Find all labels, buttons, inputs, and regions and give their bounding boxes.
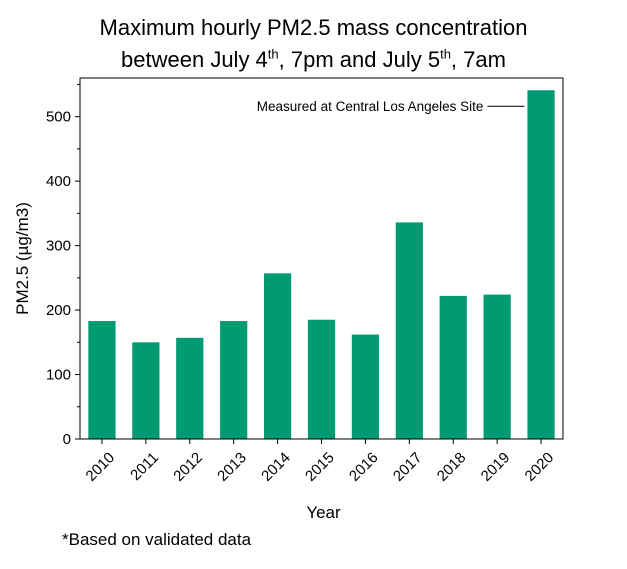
bar-2012 <box>176 337 204 439</box>
bar-2015 <box>307 319 336 439</box>
y-tick-label-300: 300 <box>46 238 71 255</box>
x-tick-label-2020: 2020 <box>522 449 558 485</box>
x-tick-label-2018: 2018 <box>434 449 470 485</box>
chart-title-line-1: Maximum hourly PM2.5 mass concentration <box>0 13 627 43</box>
bar-2011 <box>132 342 160 439</box>
bar-2020 <box>527 90 555 439</box>
chart-title-line-2: between July 4th, 7pm and July 5th, 7am <box>0 45 627 75</box>
bar-2014 <box>263 273 292 439</box>
x-tick-label-2016: 2016 <box>346 449 382 485</box>
bar-2018 <box>439 295 467 439</box>
x-tick-label-2012: 2012 <box>170 449 206 485</box>
chart-title-text-1: Maximum hourly PM2.5 mass concentration <box>99 15 528 40</box>
bar-2010 <box>88 321 116 439</box>
chart-title-text-2c: , 7am <box>450 47 506 72</box>
annotation-text: Measured at Central Los Angeles Site <box>257 99 484 114</box>
chart-title-sup-1: th <box>267 46 279 62</box>
y-tick-label-400: 400 <box>46 173 71 190</box>
chart-title-text-2b: , 7pm and July 5 <box>278 47 441 72</box>
y-axis-title: PM2.5 (µg/m3) <box>13 202 32 315</box>
x-tick-label-2014: 2014 <box>258 449 294 485</box>
bar-2016 <box>351 334 380 439</box>
y-tick-label-500: 500 <box>46 109 71 126</box>
x-tick-label-2019: 2019 <box>478 449 514 485</box>
y-axis-ticks: 0 100 200 300 400 500 <box>46 83 80 448</box>
x-tick-label-2017: 2017 <box>390 449 426 485</box>
bar-2019 <box>483 294 511 439</box>
x-tick-label-2013: 2013 <box>214 449 250 485</box>
y-tick-label-200: 200 <box>46 302 71 319</box>
x-tick-label-2015: 2015 <box>302 449 338 485</box>
bar-2013 <box>220 321 248 439</box>
y-tick-label-100: 100 <box>46 367 71 384</box>
x-tick-label-2011: 2011 <box>127 449 162 484</box>
footnote: *Based on validated data <box>62 530 252 549</box>
bars <box>88 90 555 439</box>
x-axis-ticks: 2010 2011 2012 2013 2014 2015 2016 2017 2018 2019… <box>83 439 558 485</box>
bar-2017 <box>395 222 423 439</box>
chart-title-text-2a: between July 4 <box>121 47 268 72</box>
chart-title-sup-2: th <box>440 46 451 62</box>
x-axis-title: Year <box>306 503 341 522</box>
x-tick-label-2010: 2010 <box>83 449 119 485</box>
y-tick-label-0: 0 <box>63 431 71 448</box>
